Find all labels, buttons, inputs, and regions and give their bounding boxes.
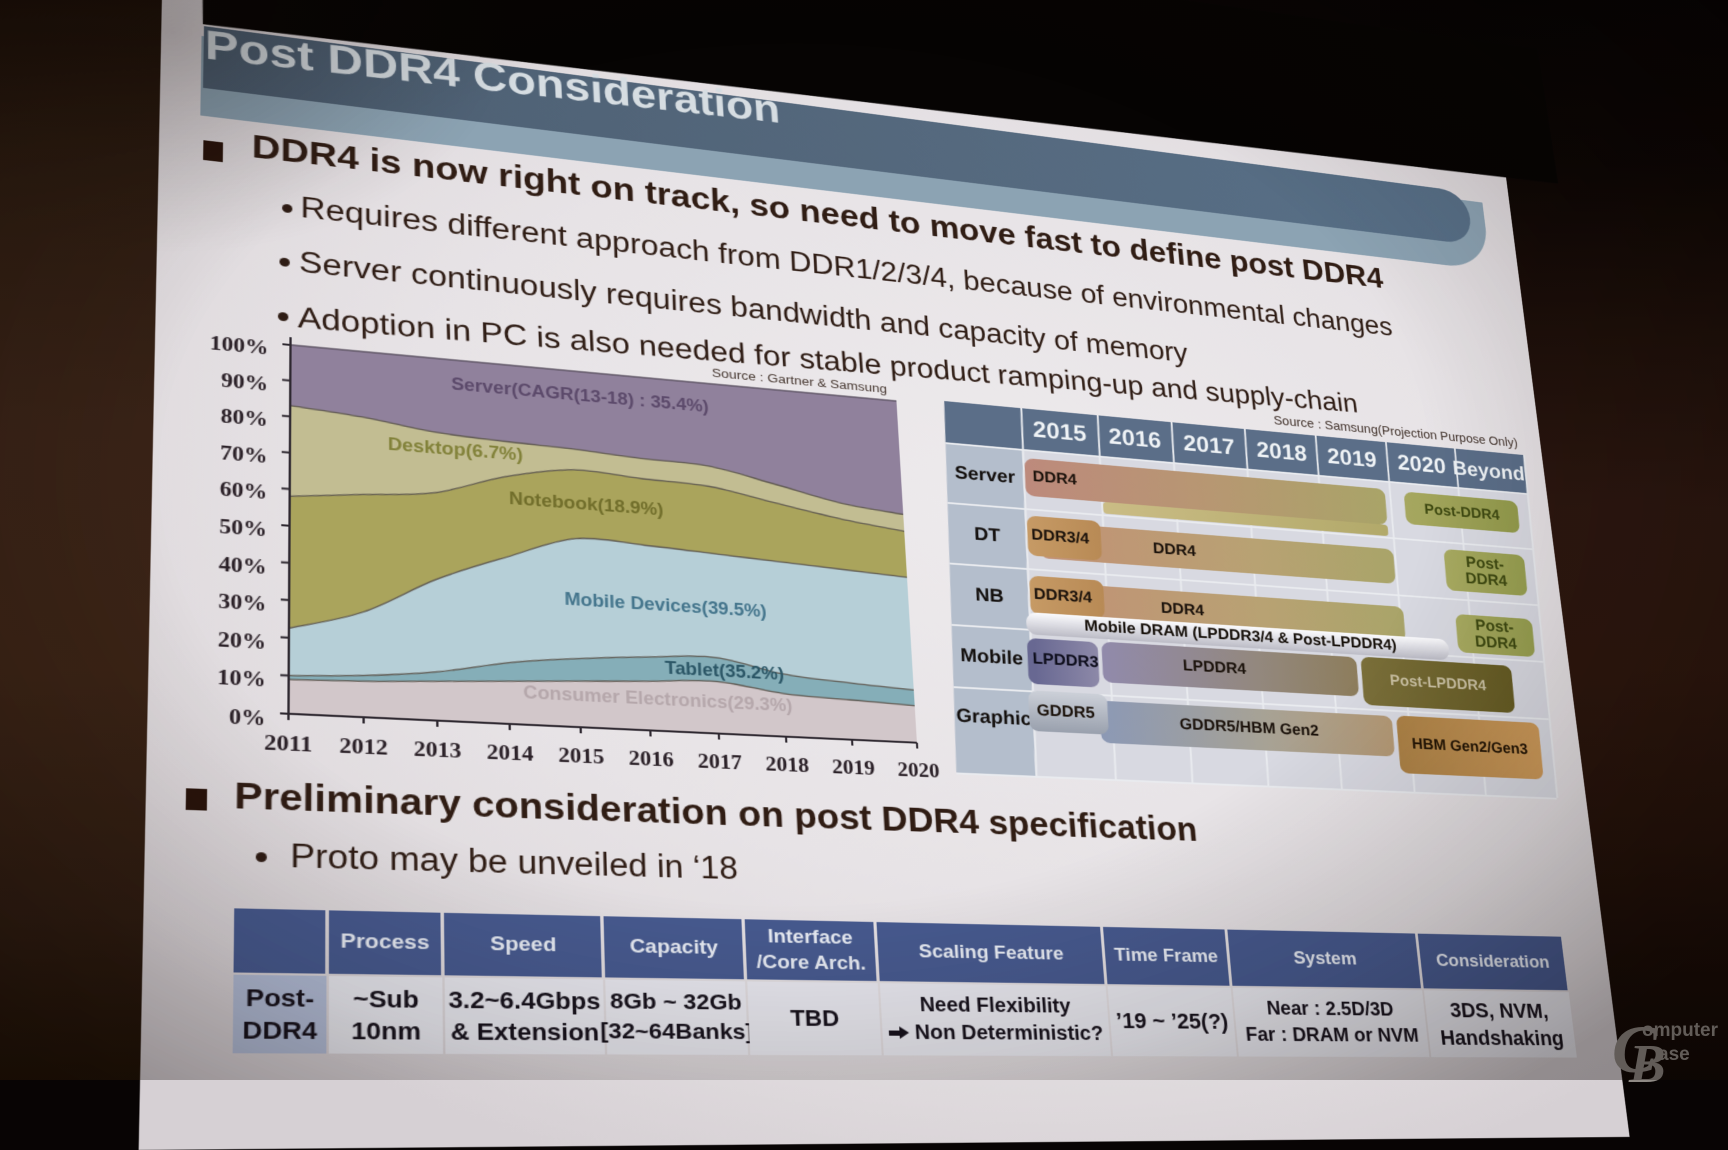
svg-text:10%: 10%	[217, 666, 266, 692]
svg-text:30%: 30%	[218, 590, 266, 616]
svg-text:40%: 40%	[219, 552, 267, 578]
svg-text:2017: 2017	[697, 750, 742, 775]
svg-text:2018: 2018	[765, 753, 810, 777]
svg-text:2012: 2012	[339, 734, 388, 760]
svg-text:2014: 2014	[487, 740, 534, 765]
svg-text:90%: 90%	[221, 369, 268, 395]
svg-text:60%: 60%	[220, 478, 268, 504]
svg-text:80%: 80%	[221, 405, 268, 431]
svg-text:0%: 0%	[229, 705, 266, 731]
svg-text:70%: 70%	[220, 441, 268, 467]
svg-text:2019: 2019	[832, 755, 876, 779]
svg-text:2016: 2016	[628, 747, 674, 772]
svg-text:2015: 2015	[558, 743, 605, 768]
svg-text:2020: 2020	[897, 758, 940, 782]
svg-text:2011: 2011	[264, 731, 312, 757]
svg-text:20%: 20%	[218, 628, 267, 654]
svg-text:50%: 50%	[219, 515, 267, 541]
svg-text:100%: 100%	[210, 332, 269, 360]
svg-text:2013: 2013	[414, 737, 462, 762]
